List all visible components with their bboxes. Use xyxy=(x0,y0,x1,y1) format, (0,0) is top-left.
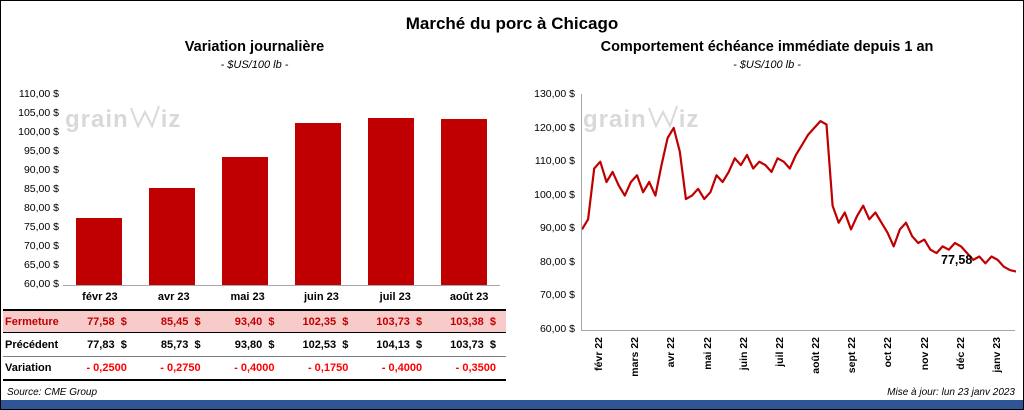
line-chart-subtitle: - $US/100 lb - xyxy=(733,59,801,71)
table-cell: 103,73 $ xyxy=(376,315,423,328)
bar-chart-y-axis: 110,00 $ 105,00 $ 100,00 $ 95,00 $ 90,00 $ 85… xyxy=(7,88,59,290)
line-chart-title: Comportement échéance immédiate depuis 1… xyxy=(600,39,934,55)
y-axis-tick-label: 130,00 $ xyxy=(534,88,575,100)
line-chart-panel: Comportement échéance immédiate depuis 1… xyxy=(511,39,1023,391)
x-axis-tick-label: févr 23 xyxy=(82,291,118,303)
bar xyxy=(149,187,196,285)
x-axis-tick-label: août 22 xyxy=(810,337,823,374)
x-axis-tick-label: juil 23 xyxy=(379,291,411,303)
line-chart-x-axis: févr 22 mars 22 avr 22 mai 22 juin 22 juil 22… xyxy=(581,334,1015,388)
table-cell: 103,38 $ xyxy=(450,315,496,328)
table-cell: 77,83 $ xyxy=(87,338,127,351)
table-row-precedent: Précédent 77,83 $ 85,73 $ 93,80 $ 102,53… xyxy=(3,333,506,357)
footer-accent-bar xyxy=(1,400,1023,409)
table-cell: - 0,4000 xyxy=(234,362,275,374)
y-axis-tick-label: 110,00 $ xyxy=(18,88,59,100)
x-axis-tick-label: févr 22 xyxy=(593,337,606,371)
price-line-series xyxy=(582,120,1016,273)
table-cell: 102,35 $ xyxy=(302,315,349,328)
table-cell: - 0,2500 xyxy=(86,362,127,374)
table-cell: - 0,4000 xyxy=(381,362,423,374)
y-axis-tick-label: 100,00 $ xyxy=(534,188,575,201)
y-axis-tick-label: 95,00 $ xyxy=(23,145,59,157)
table-cell: 85,45 $ xyxy=(160,315,201,328)
bar xyxy=(76,217,123,285)
row-label-precedent: Précédent xyxy=(5,338,59,351)
table-cell: 102,53 $ xyxy=(302,338,349,351)
x-axis-tick-label: déc 22 xyxy=(954,337,967,370)
y-axis-tick-label: 85,00 $ xyxy=(23,183,59,195)
x-axis-tick-label: sept 22 xyxy=(846,337,859,374)
grainwiz-w-icon xyxy=(647,103,678,136)
table-cell: 93,40 $ xyxy=(234,315,275,328)
table-cell: 103,73 $ xyxy=(450,338,496,351)
last-price-annotation: 77,58 xyxy=(941,253,973,267)
table-row-variation: Variation - 0,2500 - 0,2750 - 0,4000 - 0… xyxy=(3,357,506,381)
source-note: Source: CME Group xyxy=(7,387,98,398)
table-cell: 104,13 $ xyxy=(376,338,423,351)
table-cell: 93,80 $ xyxy=(234,338,275,351)
update-note: Mise à jour: lun 23 janv 2023 xyxy=(887,387,1015,398)
y-axis-tick-label: 105,00 $ xyxy=(18,107,59,119)
bar xyxy=(222,157,269,285)
x-axis-tick-label: nov 22 xyxy=(918,337,931,371)
line-chart-plot xyxy=(581,94,1016,331)
table-cell: 85,73 $ xyxy=(160,338,201,351)
watermark-text-end: iz xyxy=(160,105,182,133)
table-cell: 77,58 $ xyxy=(87,315,127,328)
x-axis-tick-label: mai 22 xyxy=(701,337,714,370)
bar-chart-subtitle: - $US/100 lb - xyxy=(220,59,289,71)
y-axis-tick-label: 80,00 $ xyxy=(23,202,59,214)
row-label-fermeture: Fermeture xyxy=(5,315,59,328)
x-axis-tick-label: août 23 xyxy=(449,291,489,303)
bar xyxy=(294,123,341,285)
x-axis-tick-label: janv 23 xyxy=(990,337,1003,373)
watermark-text-start: grain xyxy=(65,105,129,133)
page-title: Marché du porc à Chicago xyxy=(405,14,619,33)
x-axis-tick-label: oct 22 xyxy=(882,337,895,368)
bar xyxy=(367,117,414,285)
watermark-text-end: iz xyxy=(678,105,700,133)
y-axis-tick-label: 70,00 $ xyxy=(539,289,575,302)
y-axis-tick-label: 70,00 $ xyxy=(23,240,59,252)
bar xyxy=(440,119,487,285)
x-axis-tick-label: avr 23 xyxy=(157,291,190,303)
y-axis-tick-label: 120,00 $ xyxy=(534,121,575,134)
bar-chart-panel: Variation journalière - $US/100 lb - gra… xyxy=(3,39,506,391)
grainwiz-watermark: grain iz xyxy=(65,103,181,136)
x-axis-tick-label: juil 22 xyxy=(773,337,786,367)
table-cell: - 0,3500 xyxy=(455,362,496,374)
x-axis-tick-label: mars 22 xyxy=(629,337,642,377)
y-axis-tick-label: 100,00 $ xyxy=(18,126,59,138)
x-axis-tick-label: juin 23 xyxy=(303,291,339,303)
watermark-text-start: grain xyxy=(583,105,647,133)
price-table: Fermeture 77,58 $ 85,45 $ 93,40 $ 102,35… xyxy=(3,309,506,381)
table-cell: - 0,2750 xyxy=(160,362,201,374)
y-axis-tick-label: 80,00 $ xyxy=(539,255,575,268)
y-axis-tick-label: 60,00 $ xyxy=(23,278,59,290)
bar-chart-x-axis: févr 23 avr 23 mai 23 juin 23 juil 23 août 23 xyxy=(3,287,506,307)
bar-chart-title: Variation journalière xyxy=(184,39,325,55)
grainwiz-w-icon xyxy=(129,103,160,136)
table-row-fermeture: Fermeture 77,58 $ 85,45 $ 93,40 $ 102,35… xyxy=(3,309,506,333)
grainwiz-watermark: grain iz xyxy=(583,103,699,136)
row-label-variation: Variation xyxy=(5,362,52,374)
bar-chart-plot xyxy=(63,94,500,286)
y-axis-tick-label: 90,00 $ xyxy=(23,164,59,176)
x-axis-tick-label: mai 23 xyxy=(230,291,265,303)
x-axis-tick-label: juin 22 xyxy=(737,337,750,371)
line-chart-y-axis: 130,00 $ 120,00 $ 110,00 $ 100,00 $ 90,00 $ 8… xyxy=(519,88,575,335)
y-axis-tick-label: 110,00 $ xyxy=(534,155,575,168)
y-axis-tick-label: 75,00 $ xyxy=(23,221,59,233)
y-axis-tick-label: 60,00 $ xyxy=(539,322,575,335)
table-cell: - 0,1750 xyxy=(307,362,349,374)
x-axis-tick-label: avr 22 xyxy=(665,337,678,368)
y-axis-tick-label: 65,00 $ xyxy=(23,259,59,271)
y-axis-tick-label: 90,00 $ xyxy=(539,222,575,235)
